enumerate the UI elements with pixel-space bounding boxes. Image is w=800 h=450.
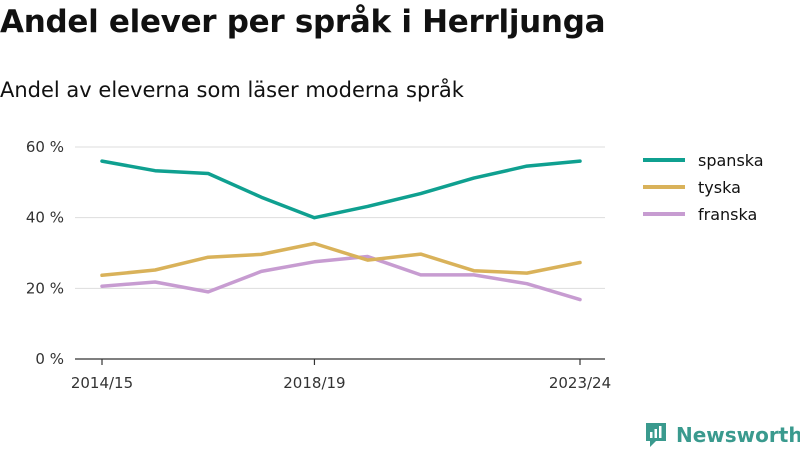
y-tick-label: 20 % [26, 279, 64, 297]
chart-title: Andel elever per språk i Herrljunga [0, 4, 606, 40]
series-line-franska [100, 254, 582, 302]
x-tick-label: 2014/15 [71, 374, 133, 392]
x-tick-label: 2018/19 [283, 374, 345, 392]
axes: 0 % 20 % 40 % 60 % 2014/15 2018/19 2023/24 [26, 138, 611, 392]
brand-logo: Newsworthy [644, 420, 800, 450]
y-tick-label: 0 % [35, 350, 64, 368]
legend-label-spanska: spanska [698, 151, 764, 170]
legend: spanska tyska franska [643, 151, 764, 224]
legend-label-tyska: tyska [698, 178, 741, 197]
y-tick-label: 60 % [26, 138, 64, 156]
legend-label-franska: franska [698, 205, 757, 224]
brand-name: Newsworthy [676, 423, 800, 447]
y-tick-label: 40 % [26, 209, 64, 227]
series-line-spanska [100, 159, 582, 220]
series-lines [100, 159, 582, 302]
chart-subtitle: Andel av eleverna som läser moderna språ… [0, 78, 464, 102]
newsworthy-logo-icon [646, 423, 666, 447]
series-line-tyska [100, 241, 582, 278]
grid-lines [75, 146, 605, 289]
x-tick-label: 2023/24 [549, 374, 611, 392]
